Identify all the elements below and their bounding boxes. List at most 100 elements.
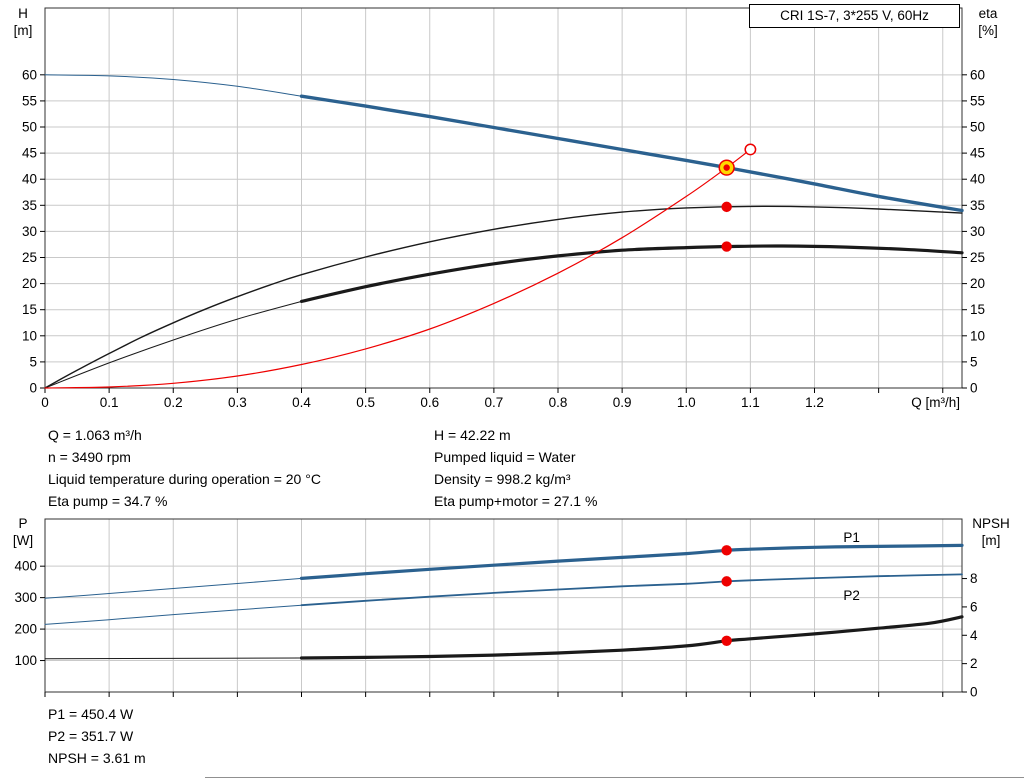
eta-axis-symbol: eta (978, 6, 998, 21)
readout-flow: Q = 1.063 m³/h (48, 427, 142, 443)
readout-p1: P1 = 450.4 W (48, 706, 134, 722)
readout-column-left: Q = 1.063 m³/h n = 3490 rpm Liquid tempe… (48, 424, 321, 512)
readout-eta-pump-motor: Eta pump+motor = 27.1 % (434, 493, 598, 509)
readout-p2: P2 = 351.7 W (48, 728, 134, 744)
y-right-tick-label: 30 (970, 224, 985, 239)
y-left-tick-label: 50 (22, 120, 37, 135)
eta-pump-curve (44, 205, 963, 389)
p-axis-label: P [W] (2, 515, 44, 549)
pump-curve-extrapolated (44, 74, 302, 97)
p1-curve-label: P1 (843, 530, 860, 545)
axis-ticks: 100 200 300 400 0 2 4 6 8 (14, 559, 978, 700)
y-left-tick-label: 55 (22, 93, 37, 108)
p-axis-unit: [W] (12, 533, 34, 548)
y-right-tick-label: 10 (970, 328, 985, 343)
y-right-tick-label: 55 (970, 93, 985, 108)
readout-column-bottom: P1 = 450.4 W P2 = 351.7 W NPSH = 3.61 m (48, 703, 146, 769)
y-right-tick-label: 6 (970, 599, 978, 614)
npsh-axis-unit: [m] (981, 533, 1001, 548)
markers (721, 545, 732, 647)
y-left-tick-label: 200 (14, 622, 37, 637)
y-left-tick-label: 20 (22, 276, 37, 291)
y-left-tick-label: 400 (14, 559, 37, 574)
h-axis-label: H [m] (2, 5, 44, 39)
y-left-tick-label: 45 (22, 146, 37, 161)
y-right-tick-label: 25 (970, 250, 985, 265)
p-axis-symbol: P (18, 516, 28, 531)
system-curve-end-point (744, 143, 757, 156)
y-right-tick-label: 60 (970, 67, 985, 82)
readout-speed: n = 3490 rpm (48, 449, 131, 465)
readout-density: Density = 998.2 kg/m³ (434, 471, 571, 487)
x-tick-label: 0.5 (356, 395, 375, 410)
power-chart[interactable]: 100 200 300 400 0 2 4 6 8 P1 P 2 (14, 518, 978, 700)
x-tick-label: 0.3 (228, 395, 247, 410)
y-left-tick-label: 300 (14, 590, 37, 605)
plot-frame (44, 7, 963, 389)
y-right-tick-label: 20 (970, 276, 985, 291)
y-right-tick-label: 0 (970, 381, 978, 396)
npsh-point (721, 635, 732, 647)
x-tick-label: 0.2 (164, 395, 183, 410)
y-right-tick-label: 50 (970, 120, 985, 135)
npsh-extrapolated (44, 657, 302, 660)
series-curves (44, 543, 964, 660)
p1-extrapolated (44, 577, 302, 599)
x-tick-label: 0.9 (613, 395, 632, 410)
y-right-tick-label: 4 (970, 628, 978, 643)
chart-title-box: CRI 1S-7, 3*255 V, 60Hz (749, 4, 960, 28)
eta-axis-label: eta [%] (960, 5, 1016, 39)
y-left-tick-label: 15 (22, 302, 37, 317)
y-left-tick-label: 30 (22, 224, 37, 239)
y-left-tick-label: 5 (29, 354, 37, 369)
x-tick-label: 1.1 (741, 395, 760, 410)
readout-head: H = 42.22 m (434, 427, 511, 443)
eta-axis-unit: [%] (978, 23, 998, 38)
readout-liquid-temperature: Liquid temperature during operation = 20… (48, 471, 321, 487)
y-left-tick-label: 100 (14, 653, 37, 668)
plot-frame (44, 518, 963, 693)
npsh-axis-symbol: NPSH (972, 516, 1010, 531)
y-left-tick-label: 35 (22, 198, 37, 213)
y-right-tick-label: 40 (970, 172, 985, 187)
y-left-tick-label: 60 (22, 67, 37, 82)
y-right-tick-label: 15 (970, 302, 985, 317)
p2-curve (300, 573, 963, 607)
q-axis-label: Q [m³/h] (911, 395, 960, 410)
x-tick-label: 0.6 (420, 395, 439, 410)
npsh-axis-label: NPSH [m] (960, 515, 1022, 549)
x-tick-label: 1.2 (805, 395, 824, 410)
series-curves (44, 74, 964, 389)
p1-point (721, 545, 732, 556)
npsh-curve (299, 615, 964, 660)
separator-line (205, 777, 1024, 778)
eta-pump-motor-point (721, 241, 732, 252)
readout-eta-pump: Eta pump = 34.7 % (48, 493, 168, 509)
hq-chart[interactable]: 0 5 10 15 20 25 30 35 40 45 50 55 60 0 5 10 15 20 25 30 35 40… (22, 7, 985, 410)
duty-point-center (723, 164, 730, 171)
y-left-tick-label: 0 (29, 381, 37, 396)
y-right-tick-label: 5 (970, 354, 978, 369)
y-right-tick-label: 45 (970, 146, 985, 161)
markers (718, 143, 757, 252)
y-left-tick-label: 10 (22, 328, 37, 343)
x-tick-label: 1.0 (677, 395, 696, 410)
readout-column-right: H = 42.22 m Pumped liquid = Water Densit… (434, 424, 597, 512)
y-right-tick-label: 8 (970, 571, 978, 586)
system-curve (44, 148, 751, 389)
y-right-tick-label: 2 (970, 656, 978, 671)
h-axis-symbol: H (18, 6, 28, 21)
gridlines (45, 519, 962, 692)
pump-curve (299, 94, 964, 213)
x-tick-label: 0.4 (292, 395, 311, 410)
x-tick-label: 0.8 (549, 395, 568, 410)
eta-pump-point (721, 201, 732, 213)
y-left-tick-label: 40 (22, 172, 37, 187)
eta-pump-motor-extrapolated (44, 300, 302, 389)
y-right-tick-label: 0 (970, 685, 978, 700)
x-tick-label: 0.1 (100, 395, 119, 410)
axis-ticks: 0 5 10 15 20 25 30 35 40 45 50 55 60 0 5 10 15 20 25 30 35 40… (22, 67, 985, 410)
y-left-tick-label: 25 (22, 250, 37, 265)
x-tick-label: 0.7 (484, 395, 503, 410)
